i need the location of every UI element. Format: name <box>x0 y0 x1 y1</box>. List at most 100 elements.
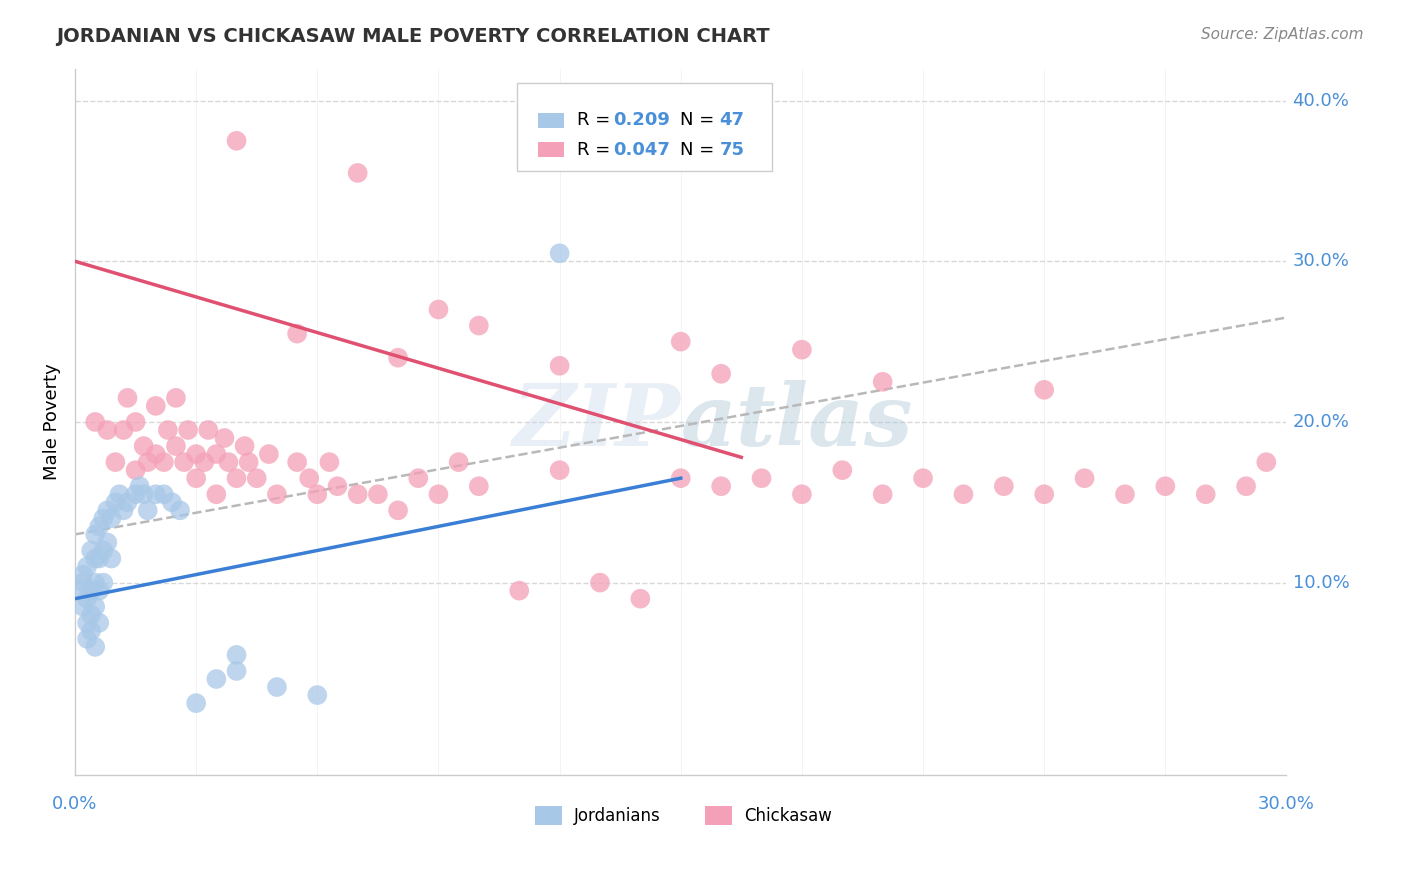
FancyBboxPatch shape <box>517 83 772 171</box>
Point <box>76 591 98 606</box>
Point <box>318 455 340 469</box>
Point <box>84 551 107 566</box>
Text: JORDANIAN VS CHICKASAW MALE POVERTY CORRELATION CHART: JORDANIAN VS CHICKASAW MALE POVERTY CORR… <box>56 27 770 45</box>
Point <box>91 511 114 525</box>
Point <box>153 455 176 469</box>
Point <box>84 575 107 590</box>
Point <box>710 479 733 493</box>
Point <box>548 246 571 260</box>
Point <box>266 680 288 694</box>
Point <box>173 455 195 469</box>
Point <box>790 487 813 501</box>
Text: R =: R = <box>576 112 616 129</box>
Point <box>447 455 470 469</box>
Point <box>1256 455 1278 469</box>
Point <box>100 511 122 525</box>
Point <box>468 479 491 493</box>
Text: R =: R = <box>576 141 616 159</box>
Text: 47: 47 <box>720 112 745 129</box>
Point <box>367 487 389 501</box>
Point <box>156 423 179 437</box>
Point <box>165 391 187 405</box>
Point <box>214 431 236 445</box>
Point <box>326 479 349 493</box>
Point <box>76 615 98 630</box>
Point <box>80 543 103 558</box>
Point <box>76 559 98 574</box>
Point <box>96 503 118 517</box>
Y-axis label: Male Poverty: Male Poverty <box>44 364 60 480</box>
Point <box>285 455 308 469</box>
Text: 10.0%: 10.0% <box>1292 574 1350 591</box>
Text: Jordanians: Jordanians <box>574 806 661 824</box>
Point <box>993 479 1015 493</box>
Point <box>132 487 155 501</box>
Point <box>186 696 208 710</box>
Point <box>1154 479 1177 493</box>
Text: N =: N = <box>679 112 720 129</box>
Point <box>145 487 167 501</box>
Point <box>112 423 135 437</box>
Point <box>233 439 256 453</box>
Point <box>80 624 103 638</box>
Point <box>548 463 571 477</box>
Point <box>124 487 146 501</box>
Point <box>80 583 103 598</box>
Point <box>225 471 247 485</box>
Point <box>1195 487 1218 501</box>
Point <box>72 567 94 582</box>
Point <box>89 551 111 566</box>
Point <box>387 351 409 365</box>
Point <box>548 359 571 373</box>
Point <box>427 487 450 501</box>
Point <box>831 463 853 477</box>
Text: Chickasaw: Chickasaw <box>744 806 831 824</box>
Point <box>108 487 131 501</box>
Point <box>790 343 813 357</box>
Point <box>225 134 247 148</box>
Point <box>751 471 773 485</box>
Point <box>117 495 139 509</box>
Point <box>1073 471 1095 485</box>
Text: 40.0%: 40.0% <box>1292 92 1350 110</box>
Bar <box>704 806 731 825</box>
Point <box>285 326 308 341</box>
Point <box>72 599 94 614</box>
Point <box>91 575 114 590</box>
Point <box>165 439 187 453</box>
Point <box>205 487 228 501</box>
Point <box>508 583 530 598</box>
Text: 0.209: 0.209 <box>613 112 669 129</box>
Point <box>406 471 429 485</box>
Point <box>298 471 321 485</box>
Text: Source: ZipAtlas.com: Source: ZipAtlas.com <box>1201 27 1364 42</box>
Point <box>205 672 228 686</box>
Point <box>76 632 98 646</box>
Point <box>84 527 107 541</box>
Point <box>112 503 135 517</box>
Point <box>205 447 228 461</box>
Point <box>160 495 183 509</box>
Point <box>132 439 155 453</box>
Point <box>145 447 167 461</box>
Point <box>872 375 894 389</box>
Text: 75: 75 <box>720 141 745 159</box>
Point <box>1033 487 1056 501</box>
Point <box>186 471 208 485</box>
Point <box>427 302 450 317</box>
Point <box>104 495 127 509</box>
Point <box>307 487 329 501</box>
Text: 30.0%: 30.0% <box>1292 252 1350 270</box>
Bar <box>536 806 562 825</box>
Point <box>89 583 111 598</box>
Point <box>952 487 974 501</box>
Point <box>238 455 260 469</box>
Point <box>89 519 111 533</box>
Point <box>589 575 612 590</box>
Point <box>346 487 368 501</box>
Point <box>387 503 409 517</box>
Point <box>136 503 159 517</box>
Point <box>117 391 139 405</box>
Point <box>669 334 692 349</box>
Text: 0.0%: 0.0% <box>52 795 97 813</box>
